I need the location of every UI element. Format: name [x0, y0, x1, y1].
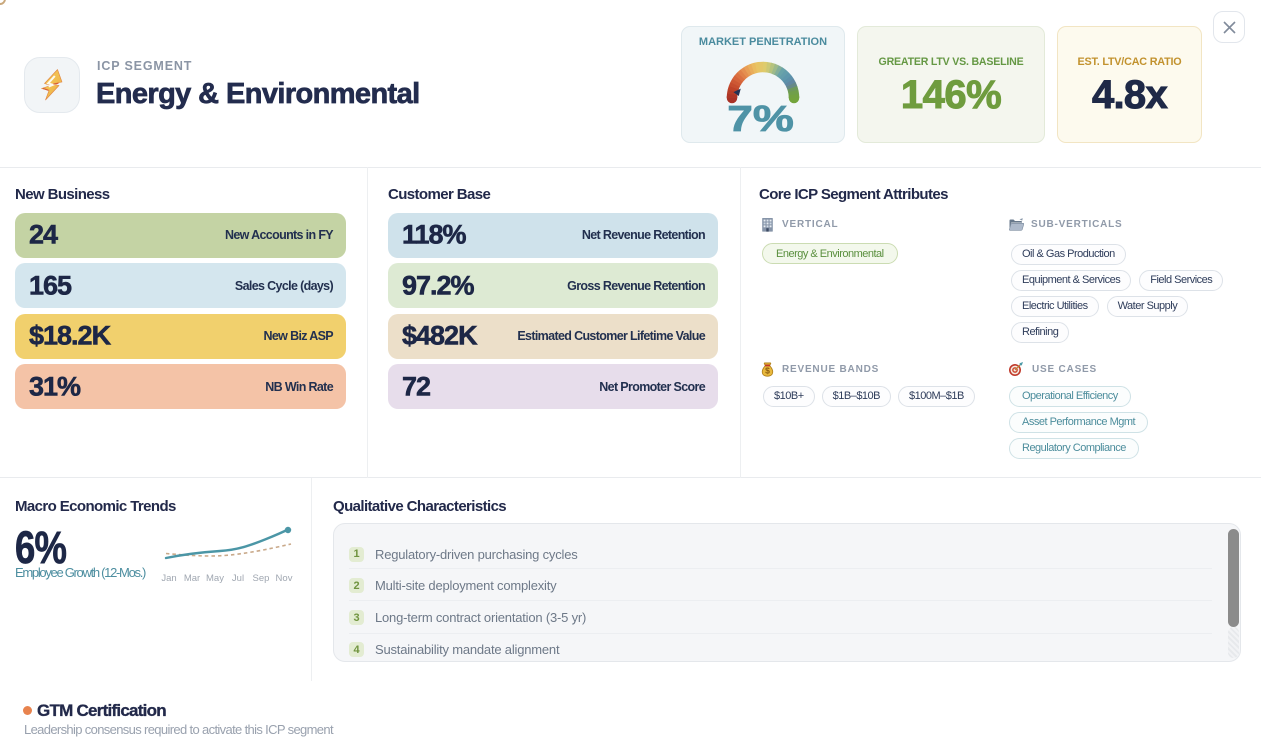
svg-text:Nov: Nov	[276, 573, 293, 583]
svg-text:Jan: Jan	[161, 573, 176, 583]
svg-text:Mar: Mar	[184, 573, 200, 583]
svg-text:May: May	[206, 573, 224, 583]
svg-text:Sep: Sep	[253, 573, 270, 583]
svg-text:$: $	[765, 366, 770, 376]
svg-text:Jul: Jul	[232, 573, 244, 583]
